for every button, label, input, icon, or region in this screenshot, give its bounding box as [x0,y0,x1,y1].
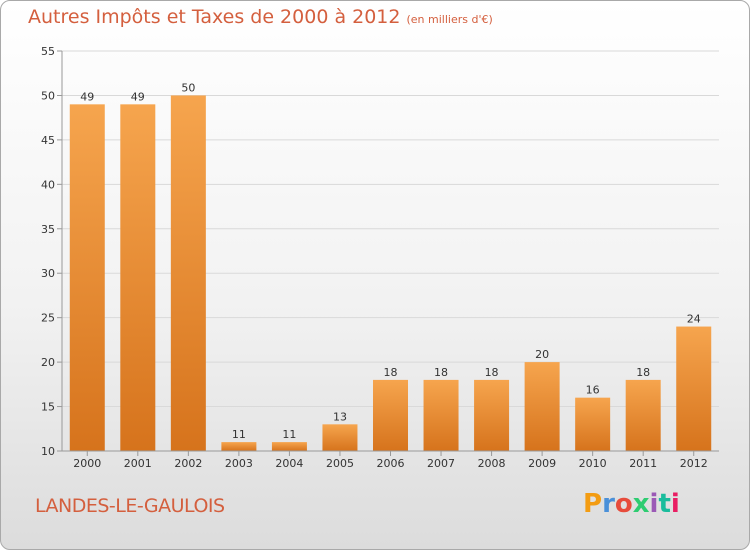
x-tick-label: 2006 [377,457,405,470]
chart-title-text: Autres Impôts et Taxes de 2000 à 2012 [28,6,401,28]
bar [625,379,661,451]
y-tick-label: 30 [41,267,55,280]
bar [474,379,510,451]
x-tick-label: 2007 [427,457,455,470]
x-tick-label: 2005 [326,457,354,470]
axes-group [57,50,719,456]
bar [69,104,105,451]
logo-letter: r [602,489,615,519]
bar [676,326,712,451]
bar [170,95,206,451]
y-tick-label: 20 [41,356,55,369]
commune-name: LANDES-LE-GAULOIS [35,495,225,517]
y-tick-label: 35 [41,223,55,236]
bar-value-label: 49 [80,90,94,103]
grid-lines [62,50,719,408]
logo-letter: x [632,489,650,519]
x-tick-label: 2000 [73,457,101,470]
y-tick-label: 55 [41,45,55,58]
bar [322,424,358,451]
bar-value-label: 18 [384,366,398,379]
x-tick-label: 2002 [174,457,202,470]
bar-value-label: 49 [131,90,145,103]
logo-letter: o [614,489,633,519]
bar-value-label: 16 [586,384,600,397]
y-tick-label: 45 [41,134,55,147]
bar [575,397,611,451]
x-tick-label: 2003 [225,457,253,470]
bar-value-label: 20 [535,348,549,361]
bar [271,442,307,451]
x-tick-label: 2010 [579,457,607,470]
x-tick-label: 2008 [478,457,506,470]
y-tick-label: 15 [41,401,55,414]
bar-value-label: 11 [282,428,296,441]
x-tick-label: 2004 [275,457,303,470]
bar-value-label: 50 [181,81,195,94]
bar-value-label: 11 [232,428,246,441]
chart-title: Autres Impôts et Taxes de 2000 à 2012 (en… [28,6,493,28]
bar-value-label: 24 [687,313,701,326]
chart-subtitle: (en milliers d'€) [406,13,493,26]
bar [120,104,156,451]
bar [423,379,459,451]
logo-letter: t [658,489,671,519]
bar-value-label: 18 [485,366,499,379]
bar-value-label: 13 [333,410,347,423]
logo-letter: i [670,489,680,519]
bar-value-label: 18 [434,366,448,379]
y-tick-label: 50 [41,89,55,102]
x-tick-label: 2001 [124,457,152,470]
y-tick-label: 40 [41,178,55,191]
proxiti-logo[interactable]: Proxiti [583,489,680,519]
bar [373,379,408,451]
bar [524,362,560,451]
labels-group: 10 15 20 25 30 35 40 45 50 55 49 2000 49 2001 50 2002 11… [41,45,708,470]
bar-value-label: 18 [636,366,650,379]
x-tick-label: 2009 [528,457,556,470]
x-tick-label: 2011 [629,457,657,470]
y-tick-label: 25 [41,312,55,325]
logo-letter: i [649,489,659,519]
bars-group [69,95,712,451]
bar [221,442,257,451]
logo-letter: P [583,489,603,519]
x-tick-label: 2012 [680,457,708,470]
y-tick-label: 10 [41,445,55,458]
